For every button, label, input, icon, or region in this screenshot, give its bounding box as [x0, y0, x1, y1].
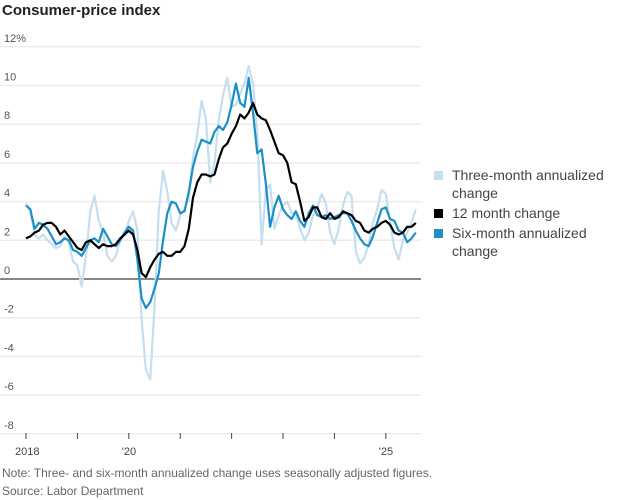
y-tick-label: 6 — [4, 149, 10, 161]
y-tick-label: 2 — [4, 226, 10, 238]
legend-item-12-month: 12 month change — [434, 204, 620, 222]
series-line-three-month-annualized-change — [25, 65, 417, 381]
y-tick-label: -2 — [4, 304, 14, 316]
series-line-12-month-change — [25, 101, 417, 279]
legend-swatch — [434, 209, 443, 218]
legend-label: Six-month annualized change — [452, 225, 587, 259]
chart-note: Note: Three- and six-month annualized ch… — [2, 466, 433, 480]
y-tick-label: 4 — [4, 188, 10, 200]
x-tick-label: 2018 — [15, 446, 39, 458]
legend-swatch — [434, 171, 443, 180]
x-tick-label: '25 — [379, 446, 393, 458]
y-tick-label: -8 — [4, 420, 14, 432]
chart-source: Source: Labor Department — [2, 484, 144, 498]
legend-item-three-month: Three-month annualized change — [434, 166, 620, 202]
y-tick-label: 10 — [4, 72, 16, 84]
legend-label: 12 month change — [452, 205, 561, 221]
legend-label: Three-month annualized change — [452, 167, 604, 201]
y-tick-label: -6 — [4, 381, 14, 393]
y-tick-label: 12% — [4, 33, 26, 45]
chart-title: Consumer-price index — [2, 2, 161, 19]
legend-item-six-month: Six-month annualized change — [434, 224, 620, 260]
y-tick-label: 8 — [4, 110, 10, 122]
y-tick-label: -4 — [4, 342, 14, 354]
x-tick-label: '20 — [122, 446, 136, 458]
y-tick-label: 0 — [4, 265, 10, 277]
legend-swatch — [434, 229, 443, 238]
legend: Three-month annualized change 12 month c… — [434, 166, 620, 262]
